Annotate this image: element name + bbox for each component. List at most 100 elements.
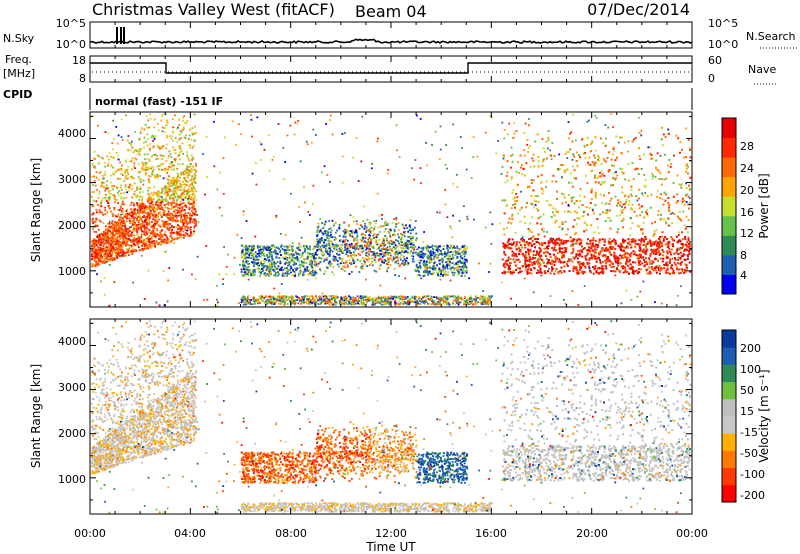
echo-cell <box>99 244 101 247</box>
echo-cell <box>144 204 146 207</box>
echo-cell <box>153 208 156 211</box>
echo-cell <box>343 241 346 244</box>
echo-cell <box>127 244 130 246</box>
echo-cell <box>175 183 178 185</box>
echo-cell <box>101 181 104 184</box>
echo-cell <box>412 242 415 245</box>
echo-cell <box>186 166 189 169</box>
echo-cell <box>109 237 112 240</box>
echo-cell <box>190 203 192 205</box>
cpid-label: CPID <box>3 88 32 101</box>
echo-cell <box>432 254 435 257</box>
echo-cell <box>272 274 275 277</box>
echo-cell <box>179 227 182 230</box>
echo-cell <box>167 216 169 219</box>
echo-cell <box>193 196 196 199</box>
echo-cell <box>106 180 108 182</box>
echo-cell <box>192 212 195 215</box>
echo-cell <box>338 247 341 250</box>
echo-cell <box>341 240 344 243</box>
echo-cell <box>119 223 122 226</box>
echo-cell <box>111 215 114 217</box>
echo-cell <box>382 225 385 227</box>
echo-cell <box>363 260 366 262</box>
echo-cell <box>384 223 386 225</box>
echo-cell <box>156 233 159 236</box>
echo-cell <box>395 239 397 242</box>
echo-cell <box>132 151 135 154</box>
echo-cell <box>158 192 161 194</box>
echo-cell <box>279 262 282 265</box>
echo-cell <box>426 249 428 251</box>
echo-cell <box>145 247 148 250</box>
echo-cell <box>167 183 170 185</box>
echo-cell <box>427 245 429 248</box>
echo-cell <box>342 265 345 268</box>
echo-cell <box>184 234 187 237</box>
echo-cell <box>174 196 177 199</box>
echo-cell <box>244 274 246 277</box>
echo-cell <box>283 245 286 248</box>
echo-cell <box>391 260 394 262</box>
echo-cell <box>165 177 168 180</box>
echo-cell <box>157 234 160 236</box>
echo-cell <box>106 196 109 199</box>
echo-cell <box>148 199 151 202</box>
echo-cell <box>401 241 403 244</box>
echo-cell <box>119 245 122 247</box>
echo-cell <box>400 233 402 235</box>
echo-cell <box>361 232 364 235</box>
echo-cell <box>170 234 173 236</box>
echo-cell <box>188 134 191 137</box>
echo-cell <box>183 190 186 192</box>
echo-cell <box>152 191 155 194</box>
echo-cell <box>344 231 347 233</box>
echo-cell <box>121 245 124 248</box>
echo-cell <box>168 184 171 187</box>
echo-cell <box>150 242 153 245</box>
echo-cell <box>116 244 119 247</box>
echo-cell <box>340 262 342 265</box>
echo-cell <box>408 229 411 231</box>
echo-cell <box>124 251 127 254</box>
echo-cell <box>253 253 256 256</box>
echo-cell <box>117 246 119 249</box>
echo-cell <box>145 246 148 249</box>
echo-cell <box>128 186 131 189</box>
echo-cell <box>341 243 344 246</box>
echo-cell <box>380 225 382 228</box>
echo-cell <box>191 187 194 190</box>
echo-cell <box>136 204 139 206</box>
echo-cell <box>109 189 112 192</box>
echo-cell <box>144 229 146 232</box>
echo-cell <box>143 146 145 149</box>
echo-cell <box>107 162 110 165</box>
echo-cell <box>124 171 126 174</box>
echo-cell <box>437 257 440 260</box>
echo-cell <box>403 227 406 230</box>
echo-cell <box>170 207 173 210</box>
echo-cell <box>98 171 101 174</box>
echo-cell <box>181 206 183 209</box>
echo-cell <box>167 210 170 213</box>
echo-cell <box>93 179 96 182</box>
echo-cell <box>175 204 177 207</box>
echo-cell <box>95 250 98 252</box>
echo-cell <box>435 255 438 258</box>
echo-cell <box>181 195 183 198</box>
echo-cell <box>119 226 121 228</box>
echo-cell <box>146 245 149 248</box>
echo-cell <box>155 233 158 236</box>
echo-cell <box>350 243 353 245</box>
echo-cell <box>149 215 152 218</box>
echo-cell <box>125 243 128 246</box>
echo-cell <box>114 233 116 236</box>
echo-cell <box>326 257 328 259</box>
echo-cell <box>278 268 281 271</box>
echo-cell <box>402 225 405 228</box>
echo-cell <box>121 210 124 213</box>
echo-cell <box>297 247 300 249</box>
echo-cell <box>165 242 168 244</box>
echo-cell <box>115 240 118 243</box>
echo-cell <box>156 205 159 208</box>
